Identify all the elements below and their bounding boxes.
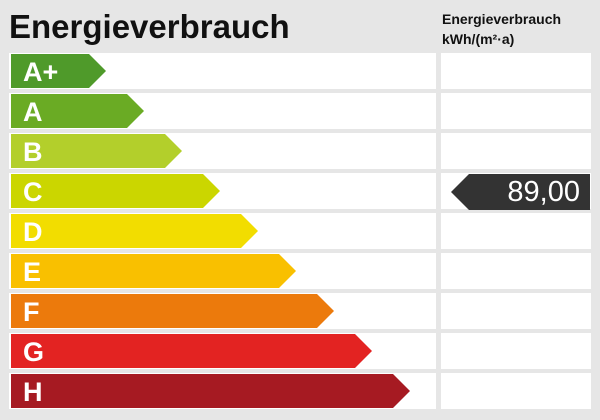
class-arrow: C: [11, 174, 220, 208]
unit-header-line2: kWh/(m²·a): [442, 31, 515, 47]
class-arrow: H: [11, 374, 410, 408]
class-row: A+: [9, 53, 436, 89]
class-label: E: [23, 257, 42, 287]
class-arrow: A: [11, 94, 144, 128]
class-row: B: [9, 133, 436, 169]
class-row: G: [9, 333, 436, 369]
class-row: E: [9, 253, 436, 289]
class-row: D: [9, 213, 436, 249]
class-row: A: [9, 93, 436, 129]
unit-header-line1: Energieverbrauch: [442, 11, 562, 27]
class-label: G: [23, 337, 45, 367]
class-label: D: [23, 217, 43, 247]
class-label: F: [23, 297, 40, 327]
class-arrow: E: [11, 254, 296, 288]
class-arrow: A+: [11, 54, 106, 88]
value-cell: [441, 53, 591, 89]
value-cell: [441, 333, 591, 369]
indicator-value: 89,00: [507, 176, 580, 208]
class-arrow: D: [11, 214, 258, 248]
page-title: Energieverbrauch: [9, 8, 290, 45]
class-label: C: [23, 177, 43, 207]
class-label: B: [23, 137, 43, 167]
class-label: A: [23, 97, 43, 127]
class-label: H: [23, 377, 43, 407]
class-row: C: [9, 173, 436, 209]
value-cell: [441, 93, 591, 129]
value-cell: [441, 133, 591, 169]
class-label: A+: [23, 57, 59, 87]
unit-header: Energieverbrauch kWh/(m²·a): [442, 9, 561, 49]
class-row: H: [9, 373, 436, 409]
class-arrow: B: [11, 134, 182, 168]
class-arrow: G: [11, 334, 372, 368]
value-indicator: 89,00: [451, 174, 590, 210]
class-row: F: [9, 293, 436, 329]
value-cell: [441, 373, 591, 409]
value-cell: [441, 253, 591, 289]
value-cell: [441, 293, 591, 329]
value-cell: [441, 213, 591, 249]
class-arrow: F: [11, 294, 334, 328]
